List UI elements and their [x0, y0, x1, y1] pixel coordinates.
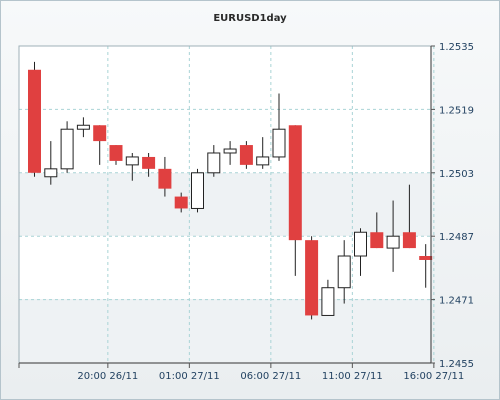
- y-tick-label: 1.2503: [439, 169, 474, 180]
- candle-body-up: [44, 168, 58, 178]
- candle: [44, 141, 58, 185]
- candle: [109, 145, 123, 165]
- candle-body-up: [337, 255, 351, 289]
- candle: [256, 137, 270, 169]
- candle: [28, 61, 41, 177]
- candle: [354, 228, 367, 276]
- candle-body-up: [321, 287, 335, 316]
- candle-body-down: [109, 145, 123, 161]
- candle: [191, 168, 204, 213]
- candle: [223, 141, 237, 165]
- candle-body-down: [158, 168, 172, 189]
- x-tick-label: 20:00 26/11: [77, 371, 138, 382]
- x-tick-label: 01:00 27/11: [159, 371, 220, 382]
- plot-band: [19, 299, 431, 363]
- candle-body-up: [272, 128, 286, 158]
- candle: [174, 192, 188, 213]
- y-axis-ticks: 1.2455 1.2471 1.2487 1.2503 1.2519 1.2535: [431, 42, 474, 370]
- candle: [239, 141, 253, 169]
- y-tick-label: 1.2471: [439, 296, 474, 307]
- candle-body-down: [28, 69, 41, 173]
- plot-band: [19, 173, 431, 236]
- candle: [158, 156, 172, 197]
- y-tick-label: 1.2519: [439, 105, 474, 116]
- candle-body-down: [142, 156, 156, 169]
- candle: [402, 184, 416, 249]
- candle-body-up: [76, 124, 90, 130]
- candle-body-down: [402, 232, 416, 249]
- candle-body-up: [354, 231, 367, 257]
- candle: [321, 279, 335, 316]
- candle-body-up: [191, 172, 204, 209]
- candle-body-down: [288, 125, 302, 241]
- candle: [60, 121, 74, 173]
- candle: [337, 240, 351, 304]
- candle-body-up: [386, 235, 400, 249]
- candle: [272, 93, 286, 161]
- candle-body-up: [125, 156, 139, 166]
- candle-body-up: [256, 156, 270, 166]
- candle: [305, 236, 319, 320]
- candle-body-down: [305, 240, 319, 316]
- candle: [93, 125, 107, 165]
- candle: [370, 212, 384, 249]
- candle: [207, 145, 221, 177]
- y-tick-label: 1.2455: [439, 359, 474, 370]
- candle: [419, 244, 433, 288]
- candle: [386, 200, 400, 272]
- candle-body-up: [60, 128, 74, 170]
- candle-body-down: [239, 145, 253, 165]
- candle: [288, 125, 302, 276]
- x-tick-label: 16:00 27/11: [403, 371, 464, 382]
- candle-body-down: [370, 232, 384, 249]
- x-tick-label: 06:00 27/11: [240, 371, 301, 382]
- candle-body-down: [419, 256, 433, 260]
- chart-title: EURUSD1day: [213, 13, 287, 24]
- x-tick-label: 11:00 27/11: [322, 371, 383, 382]
- x-axis-ticks: 20:00 26/11 01:00 27/11 06:00 27/11 11:00 2…: [18, 363, 464, 382]
- candle: [125, 152, 139, 181]
- candle-body-up: [207, 152, 221, 174]
- candle-body-down: [174, 196, 188, 209]
- y-tick-label: 1.2487: [439, 232, 474, 243]
- candles: [28, 61, 433, 320]
- axes: [18, 45, 432, 364]
- candle: [142, 152, 156, 177]
- candle-body-down: [93, 125, 107, 142]
- y-tick-label: 1.2535: [439, 42, 474, 53]
- candle: [76, 117, 90, 138]
- candle-body-up: [223, 148, 237, 154]
